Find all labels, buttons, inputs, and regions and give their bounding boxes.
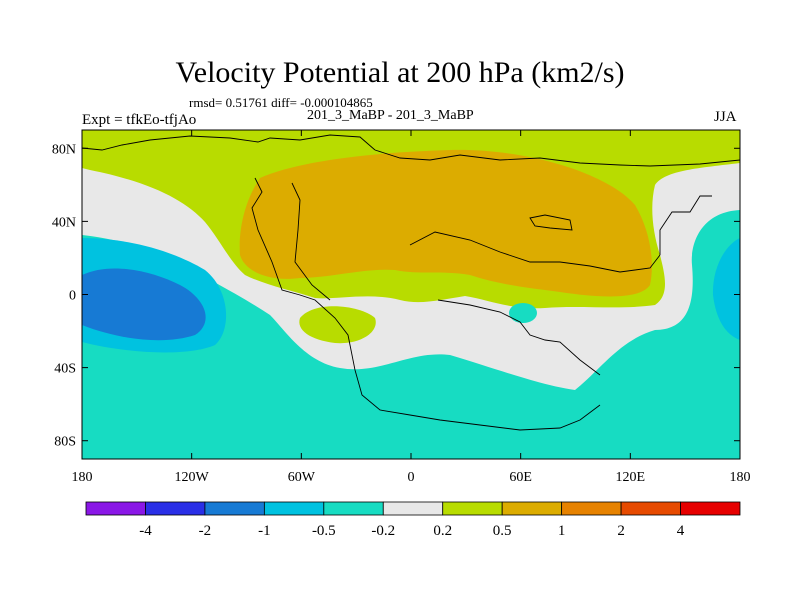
y-axis: 80N 40N 0 40S 80S <box>52 142 740 450</box>
colorbar-label: 1 <box>558 523 566 539</box>
colorbar-box <box>145 501 206 516</box>
colorbar-label: -4 <box>139 523 152 539</box>
experiment-label: Expt = tfkEo-tfjAo <box>82 112 197 128</box>
field-negative-east <box>712 238 740 340</box>
x-tick-label: 60W <box>288 470 316 485</box>
case-label: 201_3_MaBP - 201_3_MaBP <box>307 108 474 123</box>
field-islet-negative <box>509 303 537 323</box>
colorbar-label: 2 <box>617 523 625 539</box>
x-tick-label: 180 <box>72 470 93 485</box>
coastlines <box>82 134 740 431</box>
colorbar-box <box>561 501 622 516</box>
y-tick-label: 40S <box>54 362 76 377</box>
colorbar-box <box>204 501 265 516</box>
y-tick-label: 80N <box>52 142 76 157</box>
x-tick-label: 0 <box>408 470 415 485</box>
colorbar-label: -0.2 <box>371 523 395 539</box>
field-negative-2 <box>82 268 206 341</box>
colorbar-box <box>680 501 741 516</box>
y-tick-label: 0 <box>69 289 76 304</box>
colorbar-box <box>620 501 681 516</box>
colorbar-label: 4 <box>677 523 685 539</box>
colorbar-label: -0.5 <box>312 523 336 539</box>
colorbar-box <box>382 501 444 516</box>
stats-label: rmsd= 0.51761 diff= -0.000104865 <box>189 95 373 110</box>
x-tick-label: 120W <box>175 470 210 485</box>
field-positive-high <box>239 149 652 297</box>
field-positive-low-islet <box>299 306 376 344</box>
colorbar-box <box>323 501 384 516</box>
y-tick-label: 40N <box>52 215 76 230</box>
colorbar-box <box>85 501 146 516</box>
x-axis: 180 120W 60W 0 60E 120E 180 <box>72 130 751 485</box>
x-tick-label: 180 <box>730 470 751 485</box>
colorbar-label: -1 <box>258 523 271 539</box>
y-tick-label: 80S <box>54 435 76 450</box>
x-tick-label: 60E <box>509 470 532 485</box>
colorbar-label: -2 <box>199 523 212 539</box>
map-plot: 180 120W 60W 0 60E 120E 180 80N 40N 0 40S 80S <box>52 129 751 485</box>
colorbar: -4 -2 -1 -0.5 -0.2 0.2 0.5 1 2 4 <box>85 501 741 539</box>
x-tick-label: 120E <box>616 470 646 485</box>
season-label: JJA <box>714 109 737 125</box>
chart-title: Velocity Potential at 200 hPa (km2/s) <box>175 56 625 89</box>
colorbar-box <box>501 501 563 516</box>
colorbar-label: 0.5 <box>493 523 512 539</box>
colorbar-box <box>442 501 503 516</box>
colorbar-box <box>263 501 325 516</box>
colorbar-label: 0.2 <box>433 523 452 539</box>
